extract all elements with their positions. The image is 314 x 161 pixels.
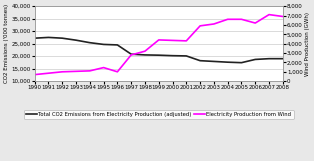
Total CO2 Emissions from Electricity Production (adjusted) — [88, 42, 92, 44]
Electricity Production from Wind — [33, 74, 36, 76]
Total CO2 Emissions from Electricity Production (adjusted) — [33, 37, 36, 39]
Electricity Production from Wind — [281, 15, 285, 17]
Total CO2 Emissions from Electricity Production (adjusted) — [281, 58, 285, 60]
Total CO2 Emissions from Electricity Production (adjusted) — [267, 58, 271, 60]
Electricity Production from Wind — [226, 18, 230, 20]
Total CO2 Emissions from Electricity Production (adjusted) — [240, 62, 243, 64]
Total CO2 Emissions from Electricity Production (adjusted) — [143, 54, 147, 56]
Electricity Production from Wind — [157, 39, 161, 41]
Total CO2 Emissions from Electricity Production (adjusted) — [74, 39, 78, 41]
Total CO2 Emissions from Electricity Production (adjusted) — [60, 37, 64, 39]
Total CO2 Emissions from Electricity Production (adjusted) — [157, 54, 161, 56]
Y-axis label: CO2 Emissions ('000 tonnes): CO2 Emissions ('000 tonnes) — [4, 4, 9, 83]
Total CO2 Emissions from Electricity Production (adjusted) — [116, 44, 119, 46]
Line: Electricity Production from Wind: Electricity Production from Wind — [35, 15, 283, 75]
Electricity Production from Wind — [267, 14, 271, 16]
Total CO2 Emissions from Electricity Production (adjusted) — [171, 55, 174, 57]
Total CO2 Emissions from Electricity Production (adjusted) — [226, 61, 230, 63]
Y-axis label: Wind Production (GWh): Wind Production (GWh) — [305, 12, 310, 76]
Electricity Production from Wind — [143, 50, 147, 52]
Total CO2 Emissions from Electricity Production (adjusted) — [102, 43, 106, 45]
Legend: Total CO2 Emissions from Electricity Production (adjusted), Electricity Producti: Total CO2 Emissions from Electricity Pro… — [24, 110, 294, 119]
Electricity Production from Wind — [240, 18, 243, 20]
Electricity Production from Wind — [184, 40, 188, 42]
Total CO2 Emissions from Electricity Production (adjusted) — [253, 58, 257, 60]
Electricity Production from Wind — [129, 54, 133, 56]
Electricity Production from Wind — [60, 71, 64, 73]
Electricity Production from Wind — [212, 23, 216, 25]
Line: Total CO2 Emissions from Electricity Production (adjusted): Total CO2 Emissions from Electricity Pro… — [35, 37, 283, 63]
Electricity Production from Wind — [171, 39, 174, 41]
Total CO2 Emissions from Electricity Production (adjusted) — [198, 60, 202, 62]
Total CO2 Emissions from Electricity Production (adjusted) — [46, 36, 50, 38]
Total CO2 Emissions from Electricity Production (adjusted) — [129, 53, 133, 55]
Electricity Production from Wind — [46, 72, 50, 74]
Total CO2 Emissions from Electricity Production (adjusted) — [212, 61, 216, 62]
Electricity Production from Wind — [253, 22, 257, 24]
Total CO2 Emissions from Electricity Production (adjusted) — [184, 55, 188, 57]
Electricity Production from Wind — [116, 71, 119, 73]
Electricity Production from Wind — [74, 70, 78, 72]
Electricity Production from Wind — [198, 25, 202, 27]
Electricity Production from Wind — [102, 67, 106, 69]
Electricity Production from Wind — [88, 70, 92, 72]
